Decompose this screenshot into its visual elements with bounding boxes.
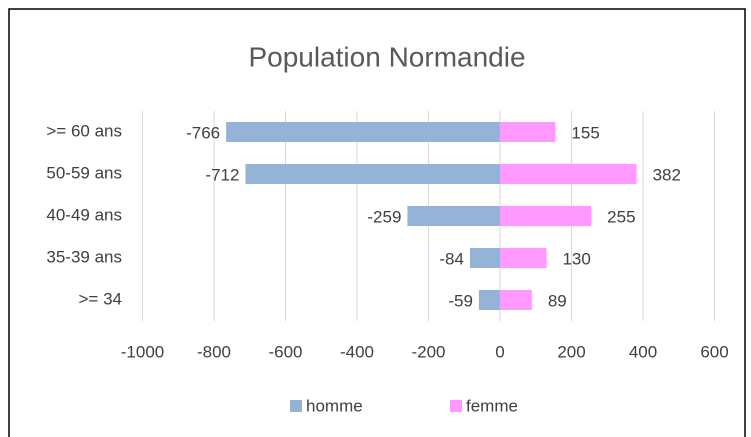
- x-tick-label: 200: [557, 342, 585, 361]
- data-label: -259: [367, 207, 401, 226]
- y-tick-label: >= 60 ans: [46, 121, 122, 140]
- x-tick-label: -400: [340, 342, 374, 361]
- bar: [500, 122, 556, 142]
- bar: [500, 290, 532, 310]
- legend-swatch: [450, 400, 462, 412]
- x-tick-label: 600: [700, 342, 728, 361]
- x-tick-label: -1000: [121, 342, 164, 361]
- y-tick-label: >= 34: [79, 289, 123, 308]
- x-tick-label: -800: [197, 342, 231, 361]
- chart-frame: [8, 8, 746, 437]
- bar: [469, 248, 500, 268]
- chart-title: Population Normandie: [248, 41, 525, 72]
- data-label: -59: [448, 291, 473, 310]
- legend-swatch: [290, 400, 302, 412]
- data-label: -766: [186, 123, 220, 142]
- data-label: 89: [548, 291, 567, 310]
- data-label: 130: [562, 249, 590, 268]
- data-label: 155: [571, 123, 599, 142]
- y-tick-label: 35-39 ans: [46, 247, 122, 266]
- bar: [226, 122, 500, 142]
- legend-label: homme: [306, 396, 363, 415]
- bar: [245, 164, 500, 184]
- bar: [478, 290, 500, 310]
- y-tick-label: 50-59 ans: [46, 163, 122, 182]
- data-label: -84: [439, 249, 464, 268]
- data-label: -712: [205, 165, 239, 184]
- x-tick-label: 400: [629, 342, 657, 361]
- x-tick-label: -600: [268, 342, 302, 361]
- x-tick-label: -200: [411, 342, 445, 361]
- bar: [500, 248, 547, 268]
- bar: [500, 164, 637, 184]
- data-label: 255: [607, 207, 635, 226]
- bar: [500, 206, 592, 226]
- bar: [407, 206, 500, 226]
- data-label: 382: [653, 165, 681, 184]
- y-tick-label: 40-49 ans: [46, 205, 122, 224]
- legend-label: femme: [466, 396, 518, 415]
- x-tick-label: 0: [495, 342, 504, 361]
